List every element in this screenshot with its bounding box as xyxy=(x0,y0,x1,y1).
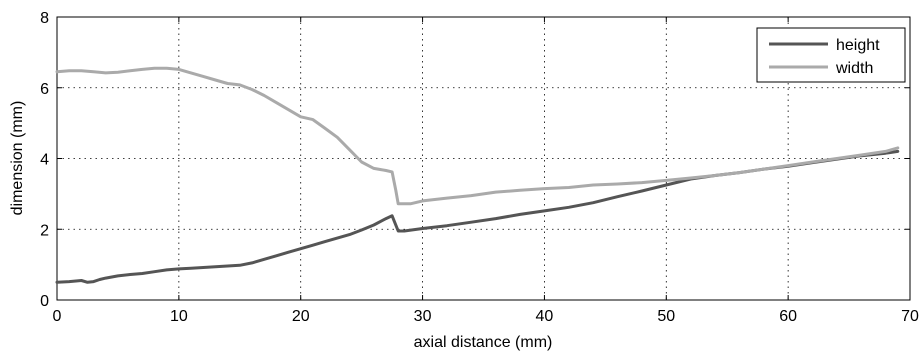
x-tick-label: 50 xyxy=(657,308,675,325)
y-tick-label: 8 xyxy=(40,10,49,27)
legend-box xyxy=(756,27,906,83)
x-tick-label: 30 xyxy=(414,308,432,325)
series-line-width xyxy=(55,66,900,206)
series-line-height xyxy=(55,149,900,284)
grid-lines xyxy=(57,17,910,300)
x-tick-label: 40 xyxy=(536,308,554,325)
series-layer xyxy=(55,66,900,284)
x-axis-title: axial distance (mm) xyxy=(414,334,553,351)
y-axis-title: dimension (mm) xyxy=(9,101,26,216)
x-tick-label: 60 xyxy=(779,308,797,325)
y-tick-label: 0 xyxy=(40,293,49,310)
y-tick-label: 4 xyxy=(40,152,49,169)
y-tick-label: 2 xyxy=(40,222,49,239)
legend-label-width: width xyxy=(835,60,873,77)
x-tick-label: 70 xyxy=(901,308,919,325)
legend: height width xyxy=(756,27,906,83)
x-tick-label: 10 xyxy=(170,308,188,325)
axis-ticks: 0 10 20 30 40 50 60 70 0 2 4 6 8 xyxy=(40,10,919,325)
legend-label-height: height xyxy=(836,37,880,54)
x-tick-label: 20 xyxy=(292,308,310,325)
y-tick-label: 6 xyxy=(40,81,49,98)
x-tick-label: 0 xyxy=(53,308,62,325)
